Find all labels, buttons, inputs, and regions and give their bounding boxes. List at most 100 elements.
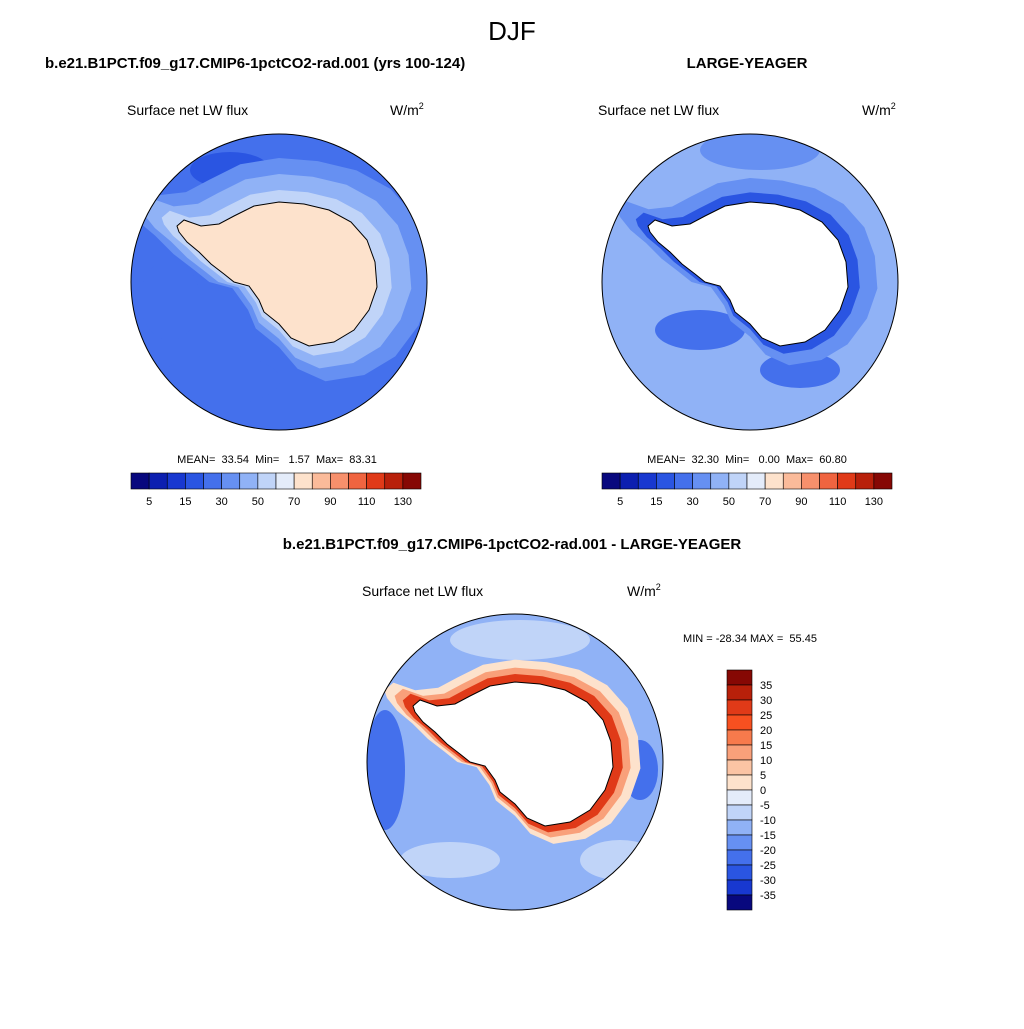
- colorbar-label: 90: [795, 496, 807, 508]
- colorbar-label: 0: [760, 785, 766, 797]
- colorbar-box: [726, 819, 753, 836]
- colorbar-box: [221, 472, 241, 490]
- colorbar-box: [726, 834, 753, 851]
- map-border: [130, 133, 428, 431]
- colorbar-box: [782, 472, 802, 490]
- units-sup: 2: [419, 101, 424, 111]
- maps: [130, 133, 899, 911]
- colorbar-box: [384, 472, 404, 490]
- field-contour: [655, 310, 745, 350]
- colorbar-box: [726, 699, 753, 716]
- colorbar-box: [726, 744, 753, 761]
- colorbar-label: 110: [829, 496, 847, 508]
- stats: MIN = -28.34 MAX = 55.45: [683, 633, 817, 645]
- colorbar-box: [637, 472, 657, 490]
- colorbar-label: -10: [760, 815, 776, 827]
- colorbar-box: [203, 472, 222, 490]
- colorbar-box: [148, 472, 168, 490]
- colorbar-box: [130, 472, 150, 490]
- colorbar-box: [726, 864, 753, 881]
- colorbar-label: 110: [358, 496, 376, 508]
- colorbar-label: -5: [760, 800, 770, 812]
- colorbar-label: 10: [760, 755, 772, 767]
- map-panel: [131, 134, 427, 430]
- colorbar-box: [764, 472, 784, 490]
- continent: [176, 201, 378, 347]
- colorbar-box: [330, 472, 349, 490]
- colorbar-label: -20: [760, 845, 776, 857]
- colorbar-box: [726, 894, 753, 911]
- continent: [412, 681, 614, 827]
- colorbar-label: 50: [252, 496, 264, 508]
- panel-title: b.e21.B1PCT.f09_g17.CMIP6-1pctCO2-rad.00…: [283, 536, 742, 553]
- colorbar-box: [746, 472, 766, 490]
- colorbar-box: [726, 669, 753, 686]
- colorbar-box: [166, 472, 186, 490]
- variable-label: Surface net LW flux: [598, 102, 719, 118]
- units-label: W/m2: [627, 582, 661, 599]
- variable-label: Surface net LW flux: [127, 102, 248, 118]
- colorbar-box: [726, 879, 753, 896]
- colorbar-label: -25: [760, 860, 776, 872]
- stats: MEAN= 32.30 Min= 0.00 Max= 60.80: [647, 454, 847, 466]
- colorbar-label: 15: [179, 496, 191, 508]
- colorbar-box: [819, 472, 838, 490]
- colorbar-box: [239, 472, 259, 490]
- colorbar-box: [402, 472, 422, 490]
- units-label: W/m2: [390, 101, 424, 118]
- colorbar-box: [710, 472, 730, 490]
- panel-title: b.e21.B1PCT.f09_g17.CMIP6-1pctCO2-rad.00…: [45, 55, 465, 72]
- colorbar-box: [311, 472, 331, 490]
- colorbar-box: [726, 684, 753, 701]
- colorbar-box: [366, 472, 386, 490]
- colorbar-box: [726, 714, 753, 731]
- colorbar-label: -35: [760, 890, 776, 902]
- colorbar-box: [185, 472, 204, 490]
- colorbar-label: -30: [760, 875, 776, 887]
- field-contour: [160, 355, 280, 405]
- figure-title: DJF: [488, 16, 536, 46]
- colorbar-box: [257, 472, 277, 490]
- colorbar-box: [348, 472, 367, 490]
- map-border: [601, 133, 899, 431]
- colorbar-box: [837, 472, 857, 490]
- colorbar-label: 70: [759, 496, 771, 508]
- colorbar-box: [619, 472, 639, 490]
- colorbar-label: 70: [288, 496, 300, 508]
- colorbar-box: [601, 472, 621, 490]
- colorbar-box: [726, 849, 753, 866]
- map-panel: [602, 134, 898, 430]
- colorbar-label: 15: [650, 496, 662, 508]
- colorbar-box: [728, 472, 748, 490]
- colorbar-box: [726, 759, 753, 776]
- colorbar-label: 5: [146, 496, 152, 508]
- colorbar-box: [656, 472, 675, 490]
- colorbar-label: 30: [216, 496, 228, 508]
- colorbar-box: [855, 472, 875, 490]
- units-sup: 2: [656, 582, 661, 592]
- units-base: W/m: [862, 102, 891, 118]
- colorbar-label: 130: [394, 496, 412, 508]
- colorbar-box: [674, 472, 693, 490]
- colorbar-box: [726, 789, 753, 806]
- map-panel: [367, 614, 663, 910]
- units-base: W/m: [627, 583, 656, 599]
- colorbar-label: 5: [760, 770, 766, 782]
- field-contour: [580, 840, 660, 880]
- colorbar-label: 50: [723, 496, 735, 508]
- colorbar-label: 30: [687, 496, 699, 508]
- colorbar-box: [726, 774, 753, 791]
- field-contour: [450, 620, 590, 660]
- colorbar-box: [275, 472, 295, 490]
- field-contour: [400, 842, 500, 878]
- stats: MEAN= 33.54 Min= 1.57 Max= 83.31: [177, 454, 377, 466]
- field-contour: [367, 710, 405, 830]
- map-border: [366, 613, 664, 911]
- panel-title: LARGE-YEAGER: [687, 55, 808, 72]
- colorbar-label: 5: [617, 496, 623, 508]
- colorbar-box: [293, 472, 313, 490]
- colorbar-label: 20: [760, 725, 772, 737]
- colorbar-label: 35: [760, 680, 772, 692]
- colorbar-label: 25: [760, 710, 772, 722]
